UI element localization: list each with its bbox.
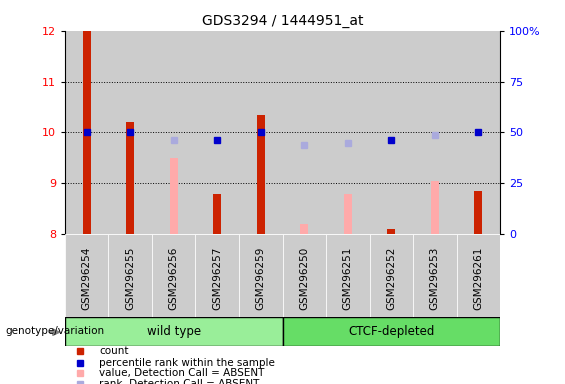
Bar	[257, 115, 264, 234]
Text: GSM296257: GSM296257	[212, 247, 222, 310]
FancyBboxPatch shape	[282, 317, 500, 346]
Bar	[214, 194, 221, 234]
Text: value, Detection Call = ABSENT: value, Detection Call = ABSENT	[99, 368, 265, 378]
Text: GSM296250: GSM296250	[299, 247, 309, 310]
Text: count: count	[99, 346, 129, 356]
FancyBboxPatch shape	[65, 317, 282, 346]
Bar	[83, 31, 90, 234]
Text: genotype/variation: genotype/variation	[6, 326, 105, 336]
Bar	[301, 224, 308, 234]
FancyBboxPatch shape	[370, 234, 413, 317]
Text: GSM296261: GSM296261	[473, 247, 483, 310]
Bar	[326, 31, 370, 234]
Bar	[370, 31, 413, 234]
Bar	[195, 31, 239, 234]
Bar	[431, 181, 438, 234]
Text: percentile rank within the sample: percentile rank within the sample	[99, 358, 275, 368]
Bar	[239, 31, 282, 234]
FancyBboxPatch shape	[326, 234, 370, 317]
Bar	[282, 31, 326, 234]
Bar	[170, 158, 177, 234]
Text: GSM296259: GSM296259	[256, 247, 266, 310]
Text: GSM296255: GSM296255	[125, 247, 135, 310]
Bar	[457, 31, 500, 234]
Text: GSM296254: GSM296254	[82, 247, 92, 310]
Text: GSM296253: GSM296253	[430, 247, 440, 310]
Bar	[344, 194, 351, 234]
Text: GSM296256: GSM296256	[169, 247, 179, 310]
Bar	[127, 122, 134, 234]
Text: GSM296251: GSM296251	[343, 247, 353, 310]
Bar	[65, 31, 108, 234]
Text: CTCF-depleted: CTCF-depleted	[348, 325, 434, 338]
Text: GSM296252: GSM296252	[386, 247, 396, 310]
Bar	[108, 31, 152, 234]
Bar	[388, 229, 395, 234]
Bar	[152, 31, 195, 234]
Title: GDS3294 / 1444951_at: GDS3294 / 1444951_at	[202, 14, 363, 28]
FancyBboxPatch shape	[457, 234, 500, 317]
FancyBboxPatch shape	[195, 234, 239, 317]
Text: rank, Detection Call = ABSENT: rank, Detection Call = ABSENT	[99, 379, 260, 384]
FancyBboxPatch shape	[413, 234, 457, 317]
FancyBboxPatch shape	[239, 234, 282, 317]
FancyBboxPatch shape	[108, 234, 152, 317]
FancyBboxPatch shape	[152, 234, 195, 317]
Bar	[475, 191, 482, 234]
Bar	[413, 31, 457, 234]
FancyBboxPatch shape	[282, 234, 326, 317]
Text: wild type: wild type	[147, 325, 201, 338]
FancyBboxPatch shape	[65, 234, 108, 317]
